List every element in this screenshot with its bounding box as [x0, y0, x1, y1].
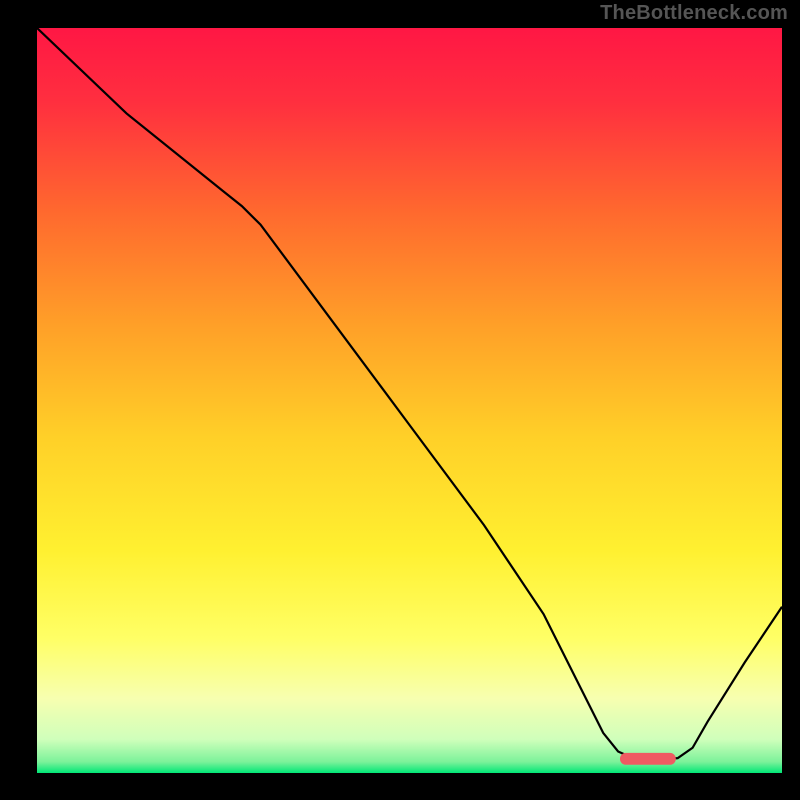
- gradient-background: [37, 28, 782, 773]
- attribution-text: TheBottleneck.com: [600, 2, 788, 25]
- canvas: TheBottleneck.com: [0, 0, 800, 800]
- plot-area: [37, 28, 782, 770]
